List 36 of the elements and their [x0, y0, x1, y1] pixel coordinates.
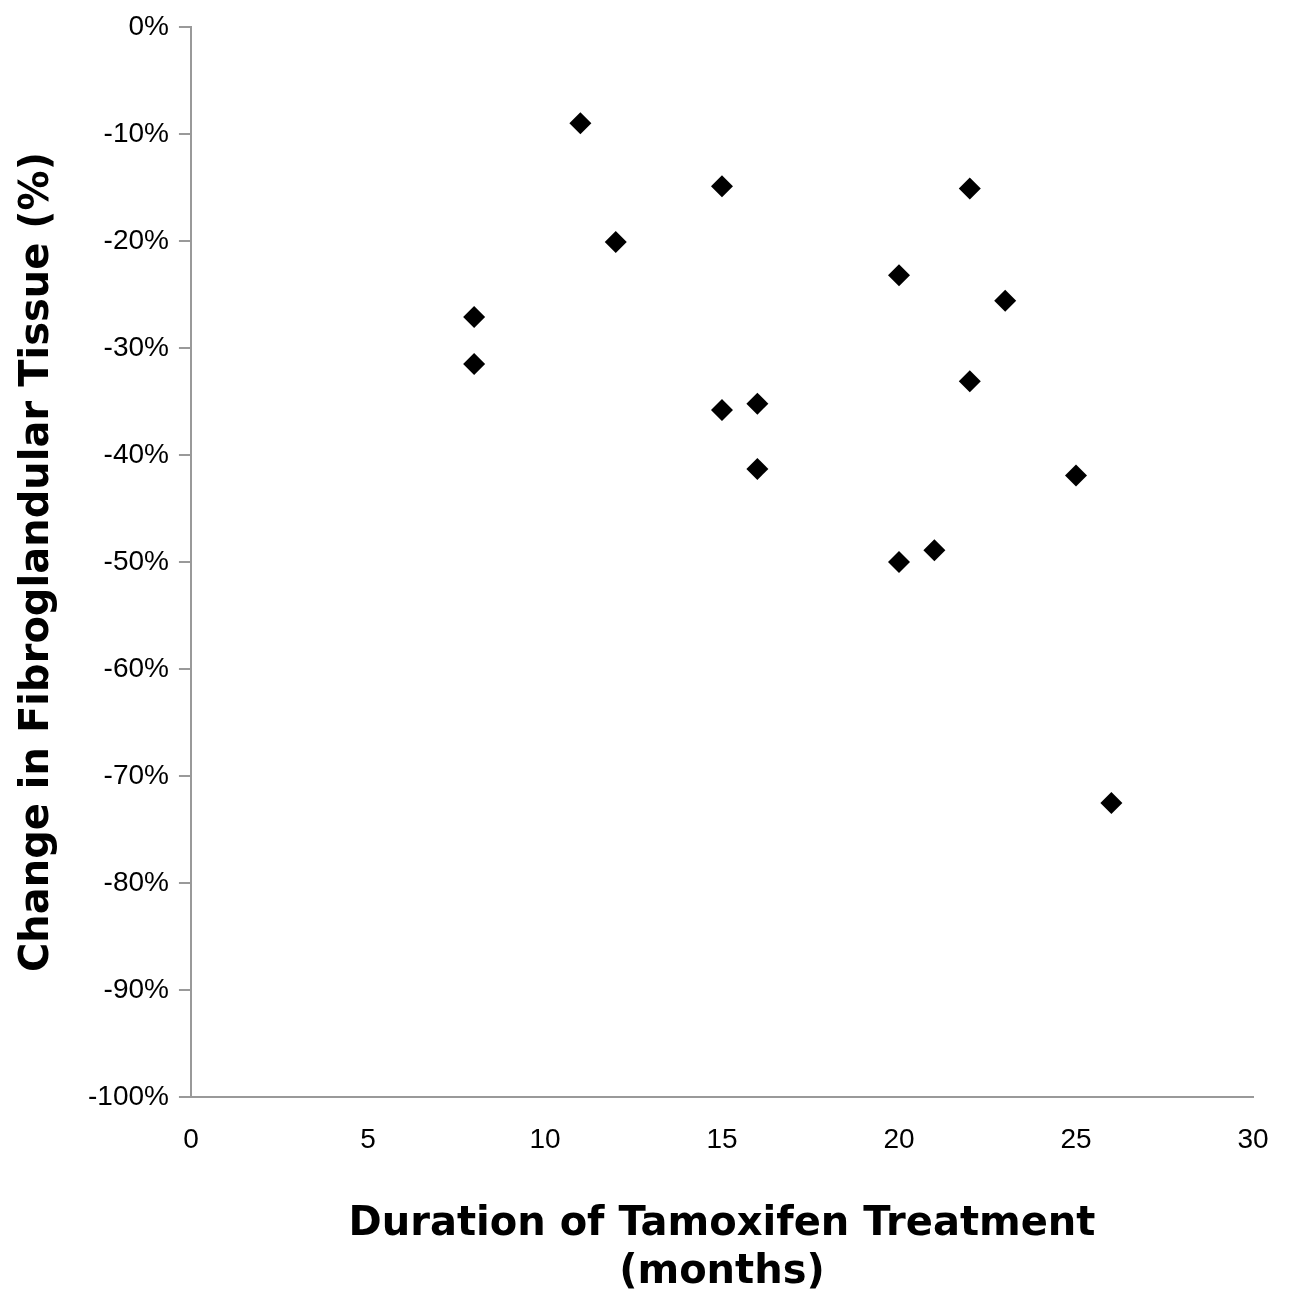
point — [710, 399, 733, 422]
point — [887, 264, 910, 287]
point — [887, 551, 910, 574]
y-tick-label: -60% — [103, 651, 169, 683]
y-axis-title: Change in Fibroglandular Tissue (%) — [11, 152, 58, 973]
y-tick-label: -20% — [103, 223, 169, 255]
x-tick-label: 0 — [183, 1122, 199, 1154]
y-tick-label: -90% — [103, 973, 169, 1005]
y-tick-label: -70% — [103, 758, 169, 790]
point — [746, 392, 769, 415]
point — [923, 539, 946, 562]
y-tick-label: -100% — [88, 1080, 169, 1112]
y-tick-label: -10% — [103, 116, 169, 148]
x-tick-label: 5 — [360, 1122, 376, 1154]
point — [746, 457, 769, 480]
point — [710, 175, 733, 198]
x-tick-label: 15 — [706, 1122, 738, 1154]
y-tick-label: -40% — [103, 437, 169, 469]
x-tick-label: 10 — [529, 1122, 561, 1154]
point — [958, 177, 981, 200]
y-tick-label: 0% — [128, 9, 169, 41]
x-axis-title: Duration of Tamoxifen Treatment (months) — [348, 1198, 1096, 1293]
point — [1064, 464, 1087, 487]
x-tick-label: 20 — [883, 1122, 915, 1154]
point — [463, 305, 486, 328]
y-tick-label: -30% — [103, 330, 169, 362]
y-tick-label: -50% — [103, 544, 169, 576]
point — [604, 230, 627, 253]
point — [994, 289, 1017, 312]
point — [958, 370, 981, 393]
point — [1100, 791, 1123, 814]
y-tick-label: -80% — [103, 866, 169, 897]
point — [463, 353, 486, 376]
x-tick-label: 30 — [1237, 1122, 1269, 1154]
point — [569, 112, 592, 135]
x-tick-label: 25 — [1060, 1122, 1092, 1154]
